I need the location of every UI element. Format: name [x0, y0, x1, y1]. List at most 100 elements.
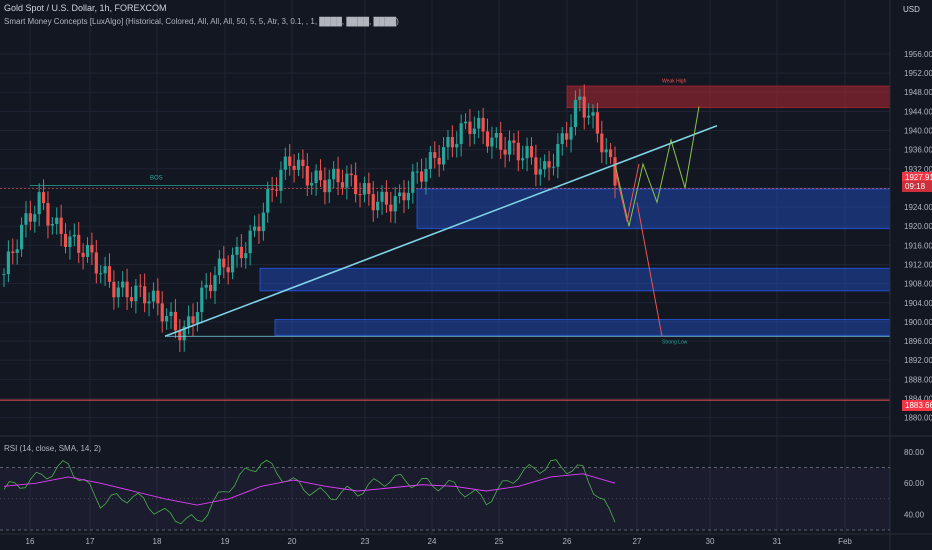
candle-body[interactable]	[371, 194, 375, 211]
candle-body[interactable]	[50, 223, 54, 226]
rsi-label[interactable]: RSI (14, close, SMA, 14, 2)	[4, 444, 101, 453]
candle-body[interactable]	[587, 115, 591, 118]
candle-body[interactable]	[107, 266, 112, 282]
candle-body[interactable]	[235, 246, 239, 255]
candle-body[interactable]	[323, 180, 327, 193]
candle-body[interactable]	[376, 201, 380, 211]
candle-body[interactable]	[503, 149, 507, 155]
candle-body[interactable]	[138, 285, 142, 287]
candle-body[interactable]	[81, 252, 85, 257]
candle-body[interactable]	[112, 281, 116, 298]
indicator-label[interactable]: Smart Money Concepts [LuxAlgo] (Historic…	[4, 17, 399, 26]
candle-body[interactable]	[600, 133, 604, 153]
candle-body[interactable]	[551, 166, 556, 168]
candle-body[interactable]	[573, 99, 578, 128]
candle-body[interactable]	[279, 169, 283, 191]
candle-body[interactable]	[24, 213, 28, 225]
candle-body[interactable]	[173, 311, 178, 331]
symbol-title[interactable]: Gold Spot / U.S. Dollar, 1h, FOREXCOM	[4, 3, 167, 13]
candle-body[interactable]	[169, 311, 173, 316]
candle-body[interactable]	[565, 133, 569, 140]
rsi-pane[interactable]: 40.00 60.00 80.00	[0, 448, 925, 531]
candle-body[interactable]	[63, 233, 68, 247]
candle-body[interactable]	[428, 152, 432, 170]
candle-body[interactable]	[327, 179, 331, 193]
candle-body[interactable]	[450, 137, 454, 148]
candle-body[interactable]	[46, 203, 50, 226]
candle-body[interactable]	[525, 146, 529, 159]
candles[interactable]	[2, 84, 617, 352]
candle-body[interactable]	[94, 252, 98, 274]
candle-body[interactable]	[345, 173, 349, 188]
candle-body[interactable]	[512, 140, 516, 143]
candle-body[interactable]	[15, 249, 19, 253]
candle-body[interactable]	[156, 290, 160, 304]
candle-body[interactable]	[103, 266, 107, 274]
candle-body[interactable]	[283, 156, 287, 170]
candle-body[interactable]	[314, 170, 318, 184]
candle-body[interactable]	[147, 301, 151, 304]
rsi-ma-line[interactable]	[3, 473, 616, 506]
candle-body[interactable]	[305, 166, 309, 186]
candle-body[interactable]	[468, 121, 472, 135]
candle-body[interactable]	[90, 244, 94, 253]
candle-body[interactable]	[384, 191, 389, 205]
candle-body[interactable]	[310, 183, 314, 186]
candle-body[interactable]	[521, 158, 525, 161]
candle-body[interactable]	[143, 286, 147, 304]
candle-body[interactable]	[266, 188, 270, 213]
candle-body[interactable]	[459, 123, 463, 144]
candle-body[interactable]	[208, 284, 213, 292]
candle-body[interactable]	[230, 254, 235, 273]
candle-body[interactable]	[226, 267, 230, 273]
candle-body[interactable]	[529, 146, 534, 158]
candle-body[interactable]	[406, 192, 411, 201]
candle-body[interactable]	[213, 275, 217, 292]
candle-body[interactable]	[85, 244, 90, 257]
candle-body[interactable]	[178, 330, 182, 341]
candle-body[interactable]	[547, 161, 551, 168]
candle-body[interactable]	[165, 315, 169, 322]
candle-body[interactable]	[187, 316, 191, 327]
candle-body[interactable]	[204, 284, 208, 288]
candle-body[interactable]	[77, 234, 81, 253]
candle-body[interactable]	[116, 287, 120, 298]
candle-body[interactable]	[248, 230, 252, 254]
candle-body[interactable]	[494, 132, 498, 138]
candle-body[interactable]	[6, 251, 10, 275]
candle-body[interactable]	[582, 96, 586, 118]
candle-body[interactable]	[604, 149, 608, 153]
candle-body[interactable]	[252, 226, 257, 231]
candle-body[interactable]	[433, 152, 437, 158]
rsi-line[interactable]	[3, 459, 616, 525]
candle-body[interactable]	[19, 224, 24, 250]
candle-body[interactable]	[415, 171, 419, 173]
candle-body[interactable]	[288, 156, 292, 166]
candle-body[interactable]	[358, 194, 362, 196]
candle-body[interactable]	[270, 188, 274, 190]
candle-body[interactable]	[239, 246, 243, 259]
candle-body[interactable]	[28, 213, 32, 222]
candle-body[interactable]	[296, 159, 301, 170]
candle-body[interactable]	[68, 236, 72, 247]
candle-body[interactable]	[455, 143, 459, 148]
candle-body[interactable]	[336, 168, 340, 183]
candle-body[interactable]	[402, 192, 406, 201]
candle-body[interactable]	[257, 226, 261, 232]
candle-body[interactable]	[437, 157, 441, 165]
candle-body[interactable]	[411, 171, 415, 193]
candle-body[interactable]	[261, 212, 265, 232]
candle-body[interactable]	[134, 285, 138, 302]
candle-body[interactable]	[543, 161, 547, 170]
candle-body[interactable]	[292, 165, 296, 170]
candle-body[interactable]	[244, 253, 248, 259]
candle-body[interactable]	[389, 204, 393, 212]
candle-body[interactable]	[595, 112, 600, 134]
candle-body[interactable]	[507, 140, 512, 155]
candle-body[interactable]	[354, 175, 358, 195]
candle-body[interactable]	[301, 159, 305, 167]
candle-body[interactable]	[441, 147, 446, 165]
candle-body[interactable]	[318, 170, 323, 181]
candle-body[interactable]	[499, 132, 503, 150]
